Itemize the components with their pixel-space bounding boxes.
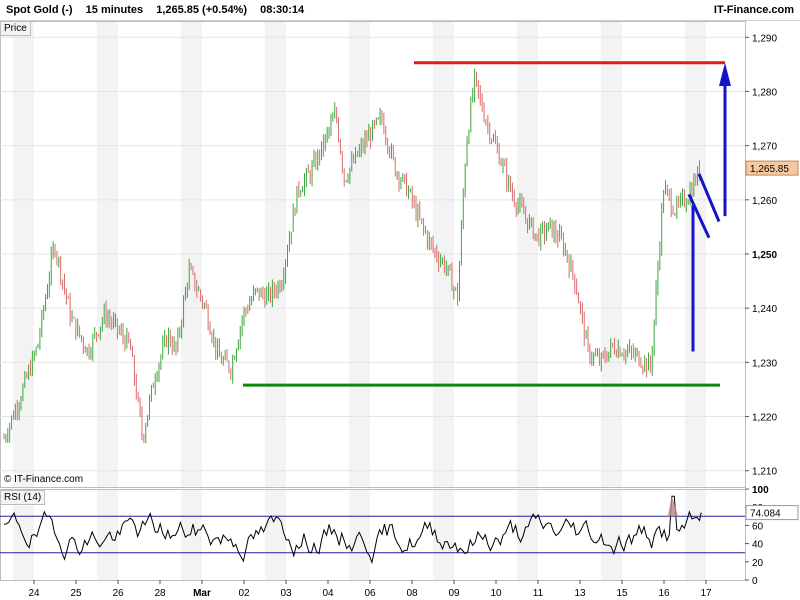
x-tick-label: Mar <box>193 588 211 599</box>
rsi-tick-label: 0 <box>752 576 758 587</box>
quote-value: 1,265.85 (+0.54%) <box>156 4 248 16</box>
y-tick-label: 1,270 <box>752 142 777 153</box>
day-shade <box>13 489 34 580</box>
rsi-panel-label: RSI (14) <box>0 490 46 505</box>
rsi-panel-frame <box>0 489 746 581</box>
y-tick-label: 1,250 <box>752 250 777 261</box>
x-tick-label: 28 <box>154 588 166 599</box>
rsi-tick-label: 20 <box>752 558 764 569</box>
x-tick-label: 26 <box>112 588 124 599</box>
y-tick-label: 1,210 <box>752 467 777 478</box>
y-tick-label: 1,280 <box>752 87 777 98</box>
y-tick-label: 1,260 <box>752 196 777 207</box>
day-shade <box>685 489 706 580</box>
x-tick-label: 16 <box>658 588 670 599</box>
rsi-overbought-fill <box>667 495 679 517</box>
x-tick-label: 10 <box>490 588 502 599</box>
flag-line-lower <box>687 193 711 239</box>
x-tick-label: 02 <box>238 588 250 599</box>
x-tick-label: 03 <box>280 588 292 599</box>
flag-line-upper <box>697 173 721 223</box>
target-arrow-head <box>719 62 731 87</box>
day-shade <box>433 489 454 580</box>
x-tick-label: 06 <box>364 588 376 599</box>
x-tick-label: 11 <box>533 588 544 599</box>
y-tick-label: 1,240 <box>752 304 777 315</box>
day-shade <box>601 489 622 580</box>
instrument-name: Spot Gold (-) <box>6 4 73 16</box>
brand-label: IT-Finance.com <box>713 4 794 16</box>
price-panel-label: Price <box>0 21 31 36</box>
copyright-label: © IT-Finance.com <box>4 474 84 485</box>
x-tick-label: 24 <box>28 588 40 599</box>
day-shade <box>265 489 286 580</box>
x-tick-label: 15 <box>616 588 628 599</box>
rsi-line <box>3 495 702 565</box>
y-tick-label: 1,220 <box>752 413 777 424</box>
x-tick-label: 25 <box>70 588 82 599</box>
chart-header: Spot Gold (-) 15 minutes 1,265.85 (+0.54… <box>0 0 800 21</box>
x-tick-label: 09 <box>448 588 460 599</box>
x-tick-label: 13 <box>574 588 586 599</box>
y-tick-label: 1,290 <box>752 33 777 44</box>
x-tick-label: 17 <box>700 588 712 599</box>
rsi-tick-label: 60 <box>752 521 764 532</box>
day-shade <box>181 489 202 580</box>
rsi-tick-label: 40 <box>752 540 764 551</box>
header-info: Spot Gold (-) 15 minutes 1,265.85 (+0.54… <box>6 4 314 16</box>
quote-time: 08:30:14 <box>260 4 305 16</box>
x-tick-label: 04 <box>322 588 334 599</box>
rsi-last-box <box>745 505 799 521</box>
y-tick-label: 1,230 <box>752 358 777 369</box>
day-shade <box>349 489 370 580</box>
rsi-tick-label: 100 <box>752 485 769 496</box>
timeframe-label: 15 minutes <box>85 4 144 16</box>
day-shade <box>517 489 538 580</box>
rsi-last-label: 74.084 <box>750 509 781 520</box>
x-tick-label: 08 <box>406 588 418 599</box>
last-price-box <box>745 160 799 176</box>
last-price-label: 1,265.85 <box>750 164 789 175</box>
